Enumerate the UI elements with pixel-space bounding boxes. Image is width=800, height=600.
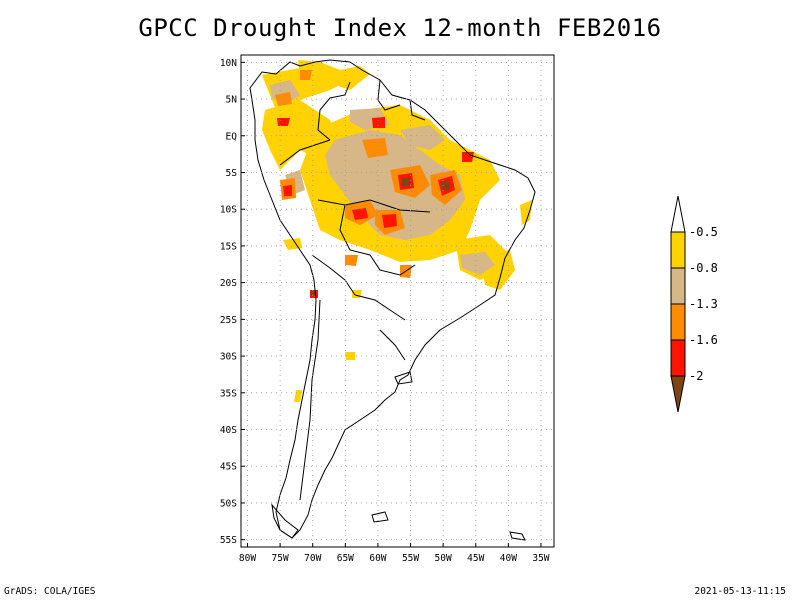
- gridlines: [241, 55, 554, 547]
- footer-credit: GrADS: COLA/IGES: [4, 586, 96, 597]
- lat-tick-label: EQ: [226, 131, 238, 142]
- legend-label: -0.5: [689, 225, 718, 239]
- lon-tick-label: 80W: [239, 553, 256, 564]
- lat-tick-label: 5N: [226, 95, 238, 106]
- shading-level-0.5: [262, 60, 532, 402]
- lat-tick-label: 10S: [220, 205, 237, 216]
- lon-tick-label: 65W: [337, 553, 354, 564]
- legend-swatch: [670, 303, 686, 341]
- lat-tick-label: 10N: [220, 58, 237, 69]
- legend-label: -1.6: [689, 333, 718, 347]
- lat-tick-label: 25S: [220, 315, 237, 326]
- lat-tick-label: 20S: [220, 278, 237, 289]
- legend-top-arrow: [670, 195, 686, 233]
- lat-tick-labels: 10N 5N EQ 5S 10S 15S 20S 25S 30S 35S 40S 45S 50S 55S: [220, 58, 237, 546]
- chart-title: GPCC Drought Index 12-month FEB2016: [138, 14, 662, 42]
- legend-swatch: [670, 267, 686, 305]
- lon-tick-label: 70W: [304, 553, 321, 564]
- lat-tick-label: 40S: [220, 425, 237, 436]
- lon-tick-label: 55W: [402, 553, 419, 564]
- legend-label: -0.8: [689, 261, 718, 275]
- lon-tick-label: 75W: [272, 553, 289, 564]
- lon-tick-label: 60W: [369, 553, 386, 564]
- drought-shading: [262, 60, 532, 402]
- lon-tick-label: 50W: [435, 553, 452, 564]
- legend-label: -1.3: [689, 297, 718, 311]
- legend-bottom-arrow: [670, 375, 686, 413]
- lon-tick-label: 40W: [500, 553, 517, 564]
- lat-tick-label: 15S: [220, 241, 237, 252]
- lat-tick-label: 45S: [220, 462, 237, 473]
- legend-label: -2: [689, 369, 703, 383]
- footer-timestamp: 2021-05-13-11:15: [694, 586, 786, 597]
- legend-swatch: [670, 231, 686, 269]
- lat-tick-label: 30S: [220, 352, 237, 363]
- lat-tick-label: 50S: [220, 498, 237, 509]
- lon-tick-label: 45W: [467, 553, 484, 564]
- lon-tick-labels: 80W 75W 70W 65W 60W 55W 50W 45W 40W 35W: [239, 553, 550, 564]
- legend-colorbar: -0.5 -0.8 -1.3 -1.6 -2: [670, 195, 718, 413]
- lat-tick-label: 5S: [226, 168, 238, 179]
- lat-tick-label: 55S: [220, 535, 237, 546]
- map-frame: [240, 54, 555, 548]
- shading-level-1.6: [277, 117, 474, 298]
- legend-swatch: [670, 339, 686, 377]
- lat-tick-label: 35S: [220, 388, 237, 399]
- lon-tick-label: 35W: [532, 553, 549, 564]
